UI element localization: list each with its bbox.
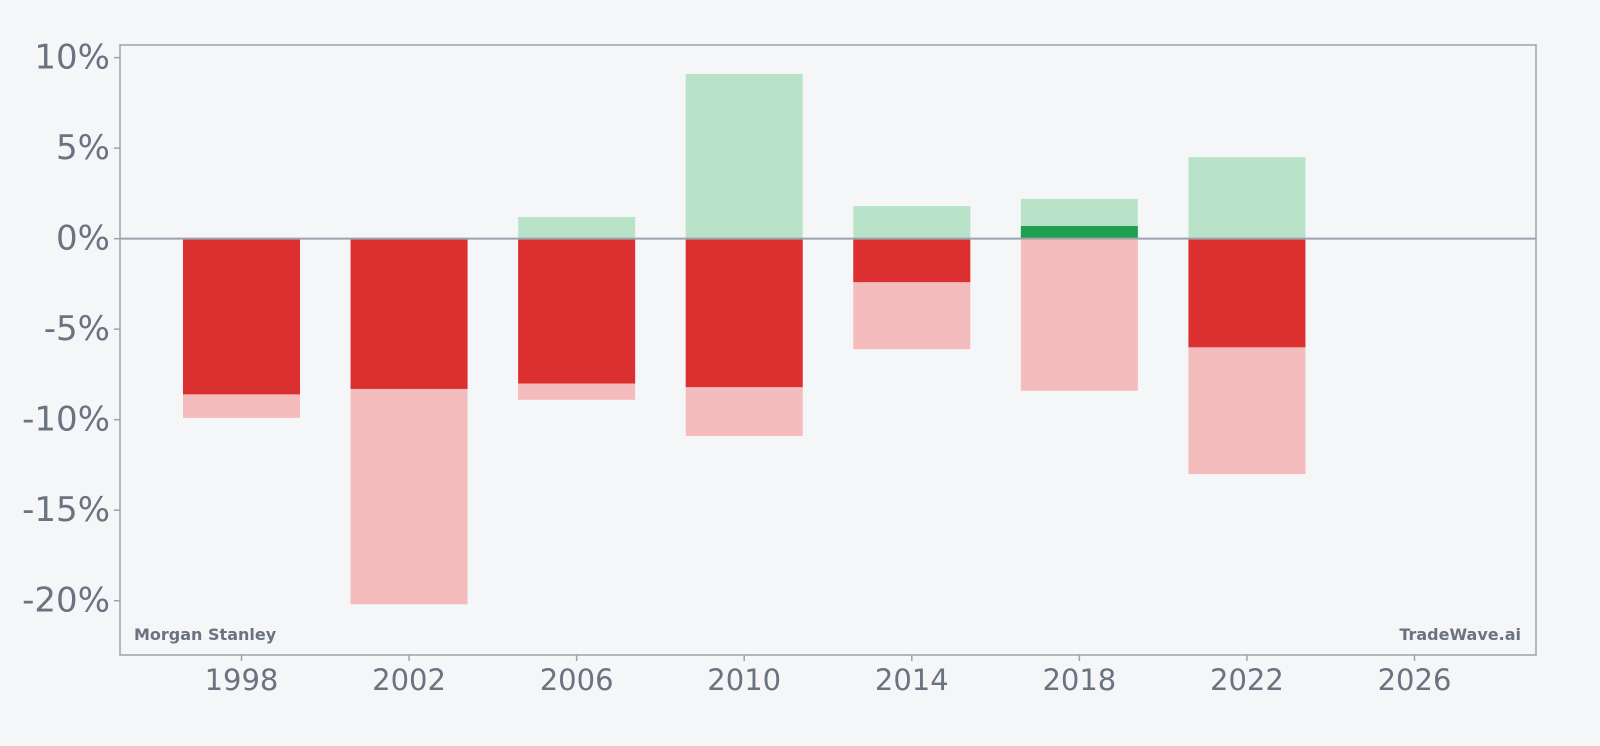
close-bar-2022 [1188,238,1306,348]
watermark-right: TradeWave.ai [1399,625,1521,644]
bars-layer [182,73,1306,605]
x-tick-label-2: 2006 [540,663,614,697]
x-tick-label-4: 2014 [875,663,949,697]
labels-layer: 10% 5% 0% -5% -10% -15% -20% 1998 2002 2006 2010 20… [22,38,1451,697]
close-bar-1998 [182,238,300,395]
y-tick-label-0: 10% [34,38,110,78]
x-tick-label-7: 2026 [1378,663,1452,697]
x-tick-label-6: 2022 [1210,663,1284,697]
close-bar-2014 [853,238,971,283]
x-tick-label-5: 2018 [1042,663,1116,697]
high-range-bar-2006 [518,216,636,239]
watermark-left: Morgan Stanley [134,625,277,644]
low-range-bar-2018 [1020,238,1138,391]
high-range-bar-2010 [685,73,803,239]
y-tick-label-4: -10% [22,400,110,440]
x-tick-label-3: 2010 [707,663,781,697]
close-bar-2002 [350,238,468,389]
high-range-bar-2014 [853,206,971,239]
y-tick-label-1: 5% [56,128,110,168]
x-tick-label-0: 1998 [205,663,279,697]
x-tick-label-1: 2002 [372,663,446,697]
y-tick-label-5: -15% [22,490,110,530]
axes-layer [114,44,1537,661]
y-tick-label-2: 0% [56,219,110,259]
close-bar-2018 [1020,226,1138,239]
close-bar-2010 [685,238,803,388]
plot-frame [119,44,1537,656]
y-tick-label-3: -5% [44,309,110,349]
close-bar-2006 [518,238,636,384]
high-range-bar-2022 [1188,157,1306,239]
y-tick-label-6: -20% [22,581,110,621]
